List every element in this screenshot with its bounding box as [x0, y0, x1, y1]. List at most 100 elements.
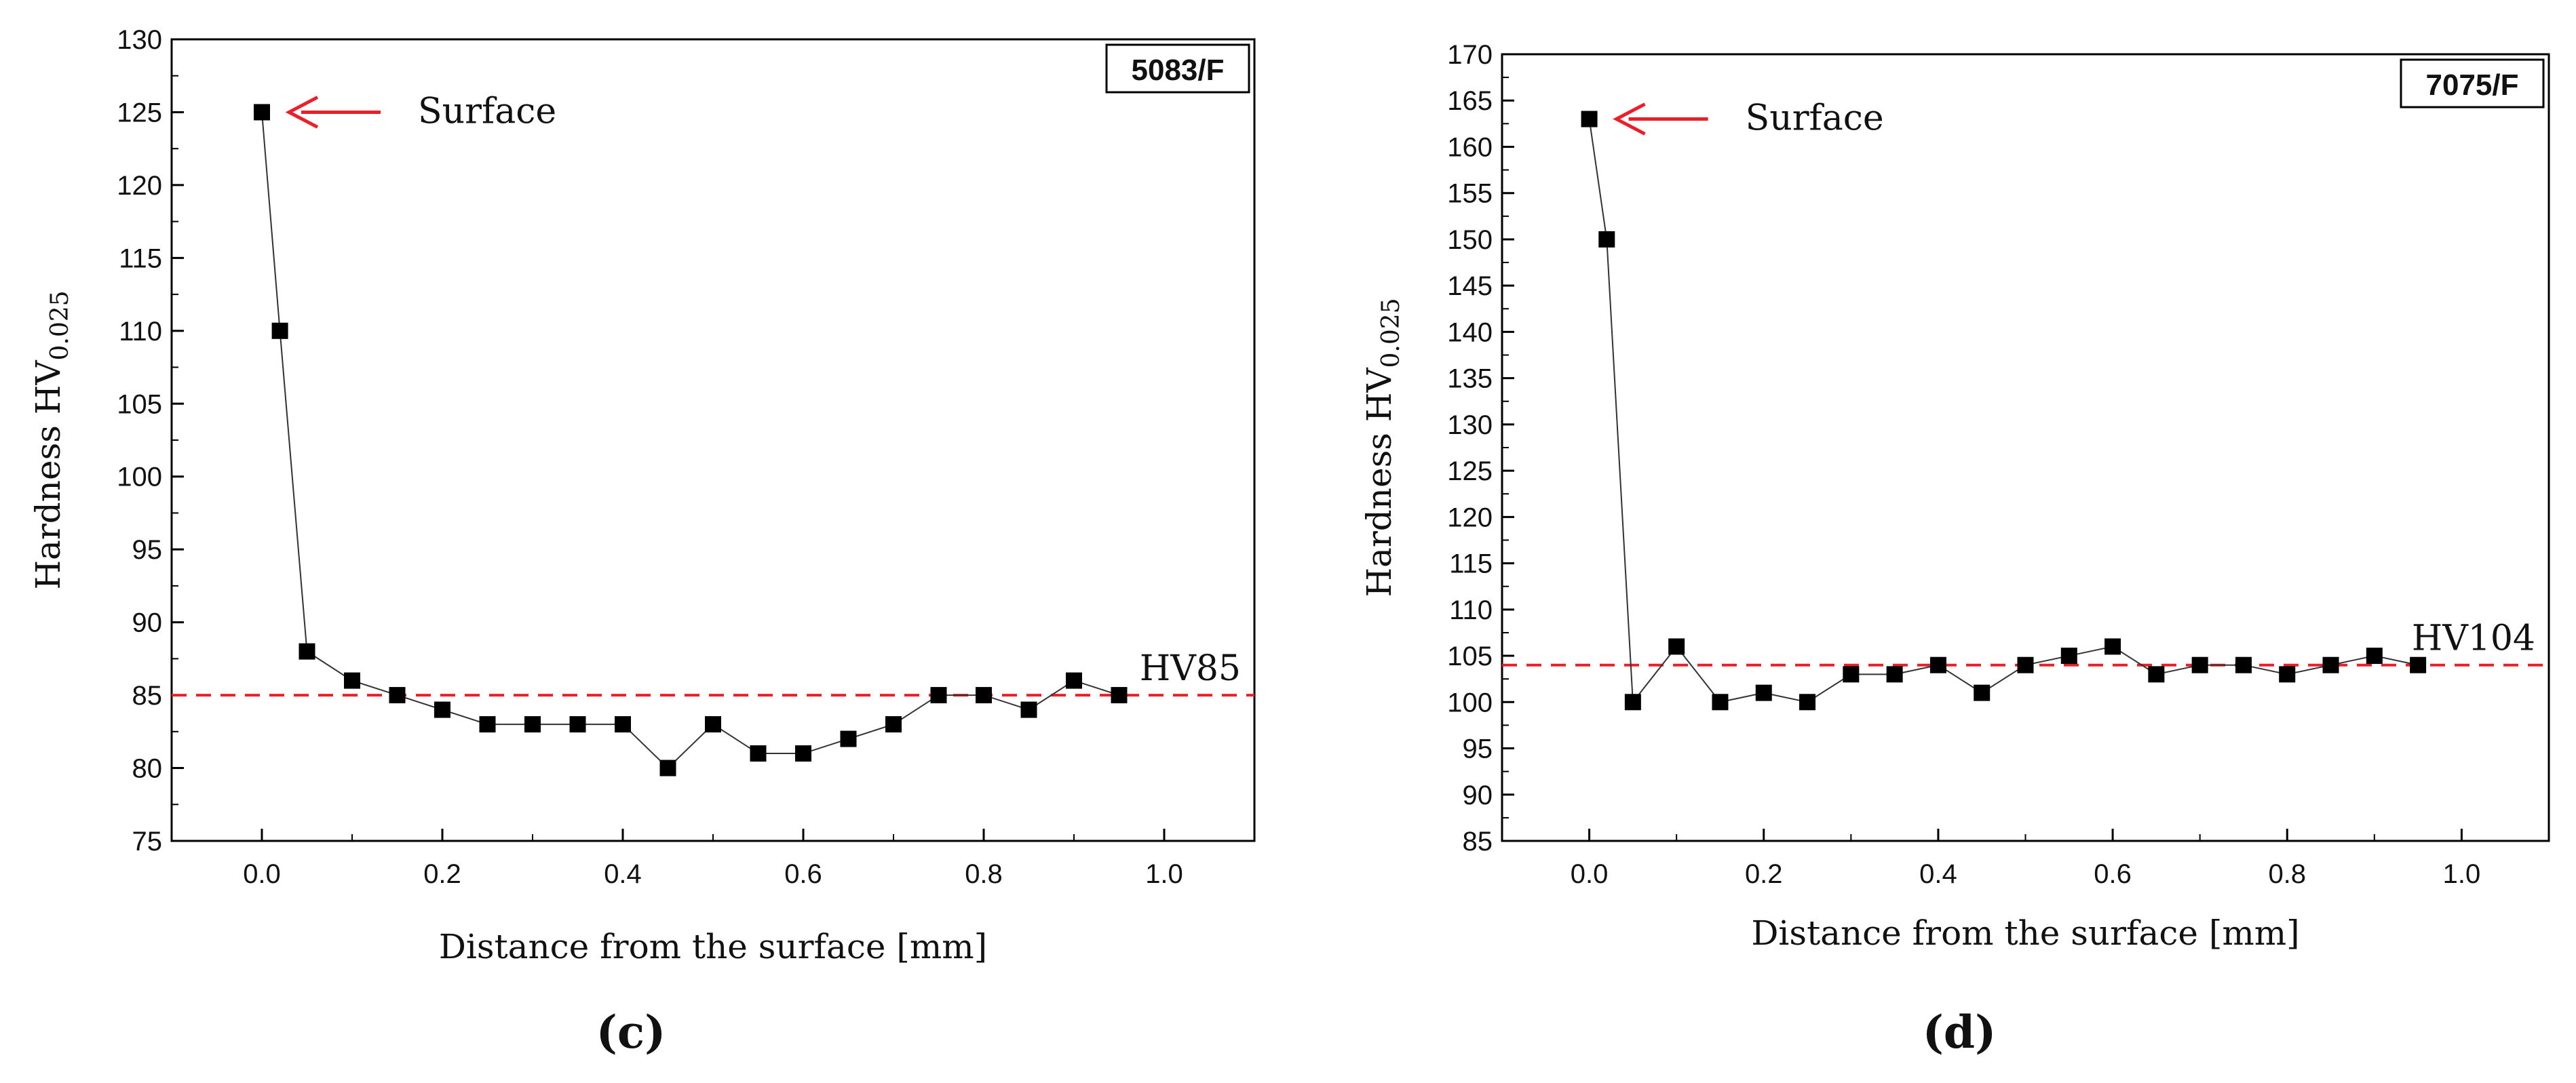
x-tick-label: 0.0 — [243, 859, 281, 889]
material-badge — [2400, 58, 2545, 109]
x-tick-label: 0.2 — [1745, 859, 1783, 889]
data-point — [1111, 687, 1128, 704]
data-point — [1843, 666, 1860, 683]
data-point — [2322, 656, 2339, 673]
y-tick-label: 90 — [132, 608, 163, 638]
y-tick-label: 115 — [1449, 549, 1493, 579]
data-point — [976, 687, 992, 704]
x-axis-label: Distance from the surface [mm] — [439, 927, 987, 966]
x-tick-label: 0.6 — [2094, 859, 2132, 889]
x-tick-label: 0.8 — [2268, 859, 2306, 889]
y-tick-label: 135 — [1447, 364, 1493, 394]
x-tick-label: 0.4 — [1919, 859, 1957, 889]
y-tick-label: 95 — [1463, 734, 1493, 764]
data-point — [1712, 694, 1729, 711]
y-tick-label: 165 — [1447, 86, 1493, 116]
data-point — [344, 672, 360, 689]
data-point — [1799, 694, 1816, 711]
y-axis-label: Hardness HV0.025 — [28, 290, 74, 589]
y-tick-label: 85 — [1463, 827, 1493, 856]
y-tick-label: 100 — [1447, 688, 1493, 717]
x-axis-label: Distance from the surface [mm] — [1751, 913, 2299, 953]
x-tick-label: 1.0 — [1145, 859, 1183, 889]
y-tick-label: 105 — [1447, 642, 1493, 671]
data-point — [2017, 656, 2034, 673]
x-tick-label: 0.4 — [604, 859, 642, 889]
chart-panel-c: 75 80 85 90 95 100 105 110 115 120 125 130 0.0 0.2 0.4… — [28, 25, 1256, 1059]
data-point — [705, 716, 721, 733]
x-tick-label: 0.0 — [1571, 859, 1609, 889]
data-point — [2279, 666, 2296, 683]
data-point — [389, 687, 406, 704]
chart-panel-d: 85 90 95 100 105 110 115 120 125 130 135 140 145 150 1… — [1360, 40, 2550, 1059]
y-tick-label: 110 — [119, 317, 162, 347]
x-tick-label: 1.0 — [2443, 859, 2481, 889]
data-point — [2060, 648, 2077, 665]
data-point — [1020, 701, 1037, 718]
series-line — [261, 112, 1119, 769]
y-tick-label: 120 — [117, 171, 162, 201]
data-point — [1581, 111, 1598, 127]
data-point — [750, 745, 767, 762]
y-tick-label: 155 — [1447, 179, 1493, 209]
material-badge-text: 7075/F — [2426, 68, 2519, 102]
data-point — [569, 716, 586, 733]
data-point — [271, 322, 288, 339]
data-point — [659, 760, 676, 776]
data-point — [2410, 656, 2427, 673]
panel-letter: (d) — [1923, 1006, 1997, 1059]
y-tick-label: 130 — [117, 25, 162, 55]
data-point — [1598, 231, 1615, 248]
surface-label: Surface — [418, 91, 556, 132]
y-axis-label-main: Hardness HV — [1360, 368, 1399, 597]
y-tick-label: 95 — [132, 535, 163, 565]
x-tick-label: 0.8 — [965, 859, 1003, 889]
data-point — [1929, 656, 1946, 673]
surface-label: Surface — [1746, 98, 1884, 139]
data-point — [1624, 694, 1641, 711]
y-axis-label-subscript: 0.025 — [1377, 298, 1405, 368]
y-tick-label: 85 — [132, 681, 163, 711]
panel-letter: (c) — [596, 1006, 666, 1059]
data-point — [2235, 656, 2252, 673]
y-tick-label: 125 — [1447, 456, 1493, 486]
surface-arrow-head — [1613, 102, 1646, 136]
y-tick-label: 140 — [1447, 317, 1493, 347]
data-point — [254, 104, 270, 121]
data-point — [479, 716, 496, 733]
y-tick-label: 160 — [1447, 132, 1493, 162]
data-point — [2148, 666, 2165, 683]
reference-line-label: HV104 — [2412, 618, 2535, 659]
y-tick-label: 120 — [1447, 503, 1493, 532]
y-tick-label: 125 — [117, 98, 162, 127]
data-point — [1755, 684, 1772, 701]
data-point — [1668, 638, 1685, 655]
data-point — [1886, 666, 1903, 683]
material-badge-text: 5083/F — [1132, 54, 1225, 87]
data-point — [434, 701, 450, 718]
y-axis-label: Hardness HV0.025 — [1360, 298, 1405, 597]
y-tick-label: 130 — [1447, 410, 1493, 440]
material-badge — [1105, 43, 1250, 94]
y-tick-label: 100 — [117, 462, 162, 492]
y-tick-label: 105 — [117, 389, 162, 419]
data-point — [524, 716, 541, 733]
data-point — [299, 643, 315, 660]
data-point — [885, 716, 902, 733]
y-tick-label: 75 — [132, 827, 163, 856]
data-point — [930, 687, 947, 704]
y-tick-label: 115 — [119, 243, 162, 273]
y-axis-label-main: Hardness HV — [28, 360, 68, 590]
x-tick-label: 0.2 — [423, 859, 461, 889]
y-tick-label: 80 — [132, 754, 163, 784]
plot-frame — [1501, 53, 2550, 842]
y-axis-label-subscript: 0.025 — [46, 290, 74, 360]
y-tick-label: 170 — [1447, 40, 1493, 70]
y-tick-label: 150 — [1447, 225, 1493, 255]
series-line — [1588, 119, 2419, 704]
data-point — [2104, 638, 2121, 655]
y-tick-label: 110 — [1449, 595, 1493, 625]
data-point — [840, 730, 857, 747]
y-tick-label: 90 — [1463, 781, 1493, 810]
